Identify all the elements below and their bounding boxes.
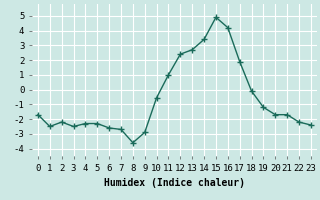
X-axis label: Humidex (Indice chaleur): Humidex (Indice chaleur) [104,178,245,188]
